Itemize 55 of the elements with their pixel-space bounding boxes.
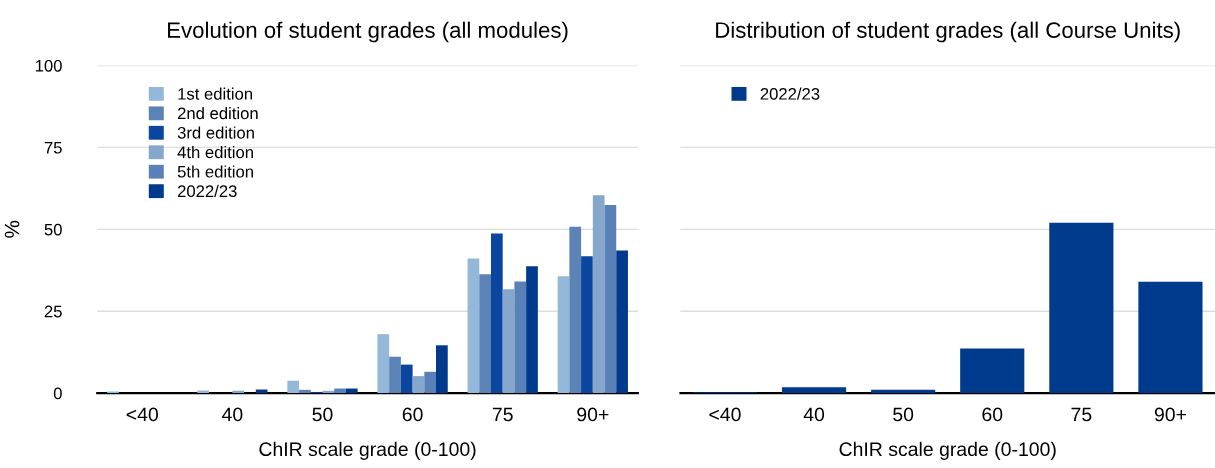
bar: [299, 389, 311, 394]
bar: [1138, 281, 1203, 394]
chart-title: Distribution of student grades (all Course Units): [716, 21, 1180, 43]
x-tick-label: 50: [893, 407, 914, 422]
bar: [197, 390, 209, 394]
legend-label: 2nd edition: [177, 107, 258, 120]
x-axis-title: ChIR scale grade (0-100): [839, 441, 1056, 460]
bar: [569, 226, 582, 394]
bar: [467, 258, 480, 394]
x-axis-title: ChIR scale grade (0-100): [259, 441, 476, 460]
x-tick-label: 90+: [577, 407, 609, 422]
chart-title: Evolution of student grades (all modules): [168, 21, 568, 43]
bar: [781, 387, 847, 394]
x-tick-label: 40: [222, 407, 243, 422]
bar: [436, 345, 448, 394]
bar: [400, 364, 413, 394]
x-tick-label: 90+: [1154, 407, 1186, 422]
bar: [412, 376, 425, 394]
bar: [616, 250, 628, 394]
bar: [490, 233, 503, 394]
y-tick-label: 100: [35, 59, 62, 72]
x-tick-label: 50: [312, 407, 333, 422]
bar: [502, 289, 515, 394]
bar: [514, 281, 527, 394]
bar: [604, 205, 617, 394]
legend-label: 2022/23: [760, 87, 820, 100]
bar: [377, 334, 390, 394]
legend-label: 5th edition: [177, 165, 253, 178]
x-tick-label: <40: [709, 407, 741, 422]
bar: [592, 195, 605, 394]
x-tick-label: 60: [402, 407, 423, 422]
bar: [479, 274, 491, 394]
legend-label: 1st edition: [178, 87, 253, 100]
x-tick-label: 60: [982, 407, 1003, 422]
bar: [871, 389, 936, 394]
bar: [557, 276, 570, 394]
bar: [424, 371, 437, 394]
x-tick-label: 75: [492, 407, 513, 422]
legend-label: 3rd edition: [177, 126, 254, 139]
x-tick-label: <40: [126, 407, 158, 422]
y-tick-label: 25: [44, 305, 62, 318]
bar: [960, 348, 1025, 394]
bar: [287, 380, 300, 394]
y-axis-title: %: [4, 220, 20, 238]
y-tick-label: 0: [53, 387, 62, 400]
legend-label: 4th edition: [177, 145, 253, 159]
legend-label: 2022/23: [177, 184, 237, 198]
x-tick-label: 40: [803, 407, 825, 422]
bar: [581, 256, 593, 394]
y-tick-label: 75: [44, 141, 62, 154]
y-tick-label: 50: [44, 223, 62, 236]
bar: [526, 266, 538, 394]
bar: [1049, 222, 1114, 394]
x-tick-label: 75: [1071, 407, 1092, 422]
bar: [389, 356, 401, 394]
